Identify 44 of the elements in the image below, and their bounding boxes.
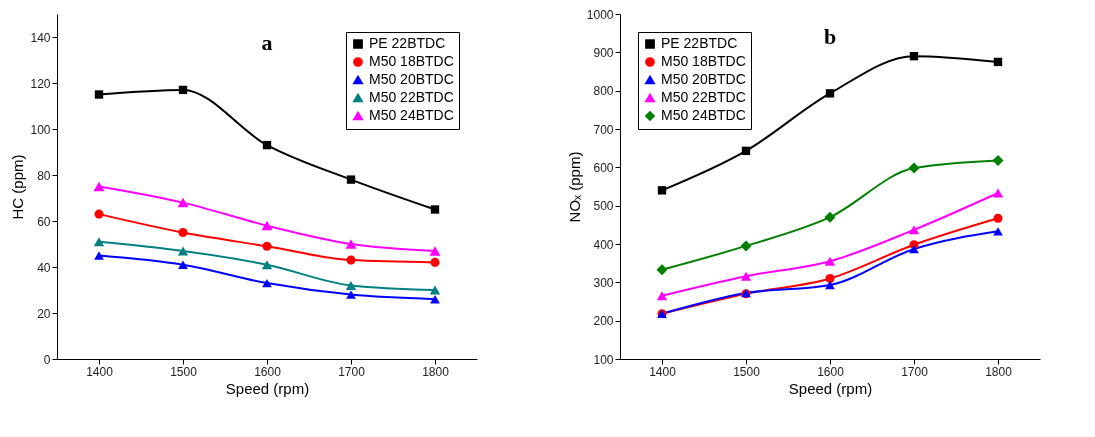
y-axis-title: NOₓ (ppm) (565, 151, 583, 223)
x-tick-label: 1700 (338, 364, 366, 379)
y-tick-label: 300 (593, 275, 614, 290)
y-tick-label: 400 (593, 237, 614, 252)
y-tick-label: 900 (593, 45, 614, 60)
legend-label: PE 22BTDC (369, 35, 446, 51)
x-tick-label: 1700 (901, 364, 929, 379)
y-tick-label: 80 (37, 168, 51, 183)
y-tick-label: 500 (593, 199, 614, 214)
y-tick-label: 800 (593, 84, 614, 99)
text: a (261, 30, 273, 55)
legend-label: M50 22BTDC (661, 89, 746, 105)
y-tick-label: 60 (37, 214, 51, 229)
legend-label: M50 18BTDC (369, 53, 454, 69)
x-tick-label: 1400 (649, 364, 677, 379)
legend-label: M50 24BTDC (369, 107, 454, 123)
x-tick-label: 1400 (86, 364, 114, 379)
x-tick-label: 1500 (733, 364, 761, 379)
y-tick-label: 100 (30, 122, 51, 137)
y-tick-label: 200 (593, 314, 614, 329)
text: b (823, 24, 837, 49)
y-axis-title: HC (ppm) (9, 154, 27, 220)
x-tick-label: 1800 (422, 364, 450, 379)
y-tick-label: 1000 (586, 7, 614, 22)
x-tick-label: 1500 (170, 364, 198, 379)
x-tick-label: 1600 (817, 364, 845, 379)
y-tick-label: 600 (593, 160, 614, 175)
legend-label: M50 22BTDC (369, 89, 454, 105)
legend-label: M50 24BTDC (661, 107, 746, 123)
x-tick-label: 1600 (254, 364, 282, 379)
y-tick-label: 120 (30, 76, 51, 91)
y-tick-label: 140 (30, 30, 51, 45)
legend-label: M50 20BTDC (369, 71, 454, 87)
y-tick-label: 100 (593, 352, 614, 367)
legend-label: M50 20BTDC (661, 71, 746, 87)
legend-label: PE 22BTDC (661, 35, 738, 51)
x-axis-title: Speed (rpm) (225, 379, 310, 397)
y-tick-label: 0 (43, 352, 51, 367)
y-tick-label: 20 (37, 306, 51, 321)
legend-label: M50 18BTDC (661, 53, 746, 69)
y-tick-label: 700 (593, 122, 614, 137)
x-tick-label: 1800 (985, 364, 1013, 379)
y-tick-label: 40 (37, 260, 51, 275)
x-axis-title: Speed (rpm) (788, 379, 873, 397)
